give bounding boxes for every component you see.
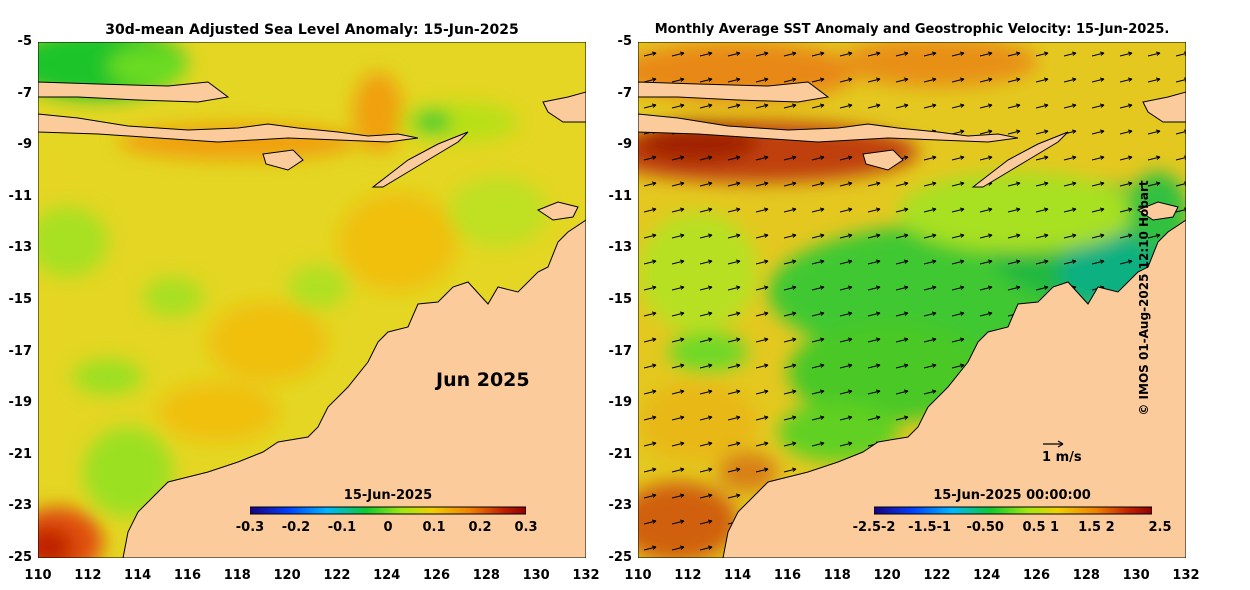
longitude-tick: 110 xyxy=(624,568,652,583)
longitude-tick: 128 xyxy=(472,568,500,583)
longitude-tick: 124 xyxy=(973,568,1001,583)
latitude-tick: -5 xyxy=(617,34,632,49)
latitude-tick: -9 xyxy=(617,137,632,153)
longitude-tick: 130 xyxy=(1122,568,1150,583)
papua-coast xyxy=(542,91,586,123)
latitude-tick: -11 xyxy=(8,188,33,204)
colorbar-tick: 0.2 xyxy=(468,520,492,535)
longitude-tick: 110 xyxy=(24,568,52,583)
longitude-tick: 120 xyxy=(273,568,301,583)
colorbar-tick: 2.5 xyxy=(1148,520,1172,535)
australia-landmass-right xyxy=(722,219,1186,558)
melville-island xyxy=(536,201,579,221)
colorbar-tick: 0.1 xyxy=(422,520,446,535)
indonesian-islands-right xyxy=(638,113,1019,143)
latitude-tick: -17 xyxy=(608,343,633,359)
longitude-tick: 114 xyxy=(124,568,152,583)
latitude-tick: -23 xyxy=(8,498,33,514)
left-colorbar-date: 15-Jun-2025 xyxy=(343,488,433,503)
latitude-tick: -5 xyxy=(17,34,32,49)
longitude-tick: 116 xyxy=(173,568,202,583)
longitude-tick: 122 xyxy=(323,568,351,583)
left-colorbar xyxy=(250,506,526,515)
left-map-title: 30d-mean Adjusted Sea Level Anomaly: 15-… xyxy=(105,22,519,38)
longitude-tick: 114 xyxy=(724,568,752,583)
longitude-tick: 120 xyxy=(873,568,901,583)
sumba-island xyxy=(262,149,304,171)
latitude-tick: -7 xyxy=(17,85,32,101)
latitude-tick: -25 xyxy=(608,550,633,565)
kalimantan-coast xyxy=(38,81,230,103)
right-colorbar-date: 15-Jun-2025 00:00:00 xyxy=(933,488,1091,503)
latitude-tick: -15 xyxy=(608,292,633,307)
colorbar-tick: 0.5 1 xyxy=(1022,520,1060,535)
latitude-tick: -13 xyxy=(608,240,633,256)
timor-island xyxy=(371,131,469,188)
colorbar-tick: -0.3 xyxy=(235,520,265,535)
latitude-tick: -7 xyxy=(617,85,632,101)
sea-level-anomaly-map: Jun 2025 xyxy=(38,42,586,558)
longitude-tick: 126 xyxy=(1022,568,1051,583)
colorbar-tick: -0.50 xyxy=(966,520,1004,535)
indonesian-islands xyxy=(38,113,419,143)
australia-landmass xyxy=(122,219,586,558)
sla-anomaly-patches xyxy=(38,42,548,558)
longitude-tick: 132 xyxy=(1172,568,1200,583)
latitude-tick: -9 xyxy=(17,137,32,153)
latitude-tick: -19 xyxy=(8,395,33,411)
kalimantan-coast-right xyxy=(638,81,830,103)
velocity-scale-label: 1 m/s xyxy=(1042,450,1082,465)
latitude-tick: -15 xyxy=(8,292,33,307)
melville-island-right xyxy=(1136,201,1179,221)
latitude-tick: -21 xyxy=(8,446,33,462)
colorbar-tick: -1.5-1 xyxy=(908,520,952,535)
latitude-tick: -13 xyxy=(8,240,33,256)
colorbar-tick: -0.2 xyxy=(281,520,311,535)
latitude-tick: -11 xyxy=(608,188,633,204)
latitude-tick: -23 xyxy=(608,498,633,514)
longitude-tick: 132 xyxy=(572,568,600,583)
longitude-tick: 116 xyxy=(773,568,802,583)
latitude-tick: -25 xyxy=(8,550,33,565)
colorbar-tick: 0 xyxy=(383,520,393,535)
longitude-tick: 122 xyxy=(923,568,951,583)
colorbar-tick: 0.3 xyxy=(514,520,538,535)
imos-credit: © IMOS 01-Aug-2025 12:10 Hobart xyxy=(1137,180,1151,416)
sst-anomaly-velocity-map: 1 m/s xyxy=(638,42,1186,558)
sumba-island-right xyxy=(862,149,904,171)
month-label: Jun 2025 xyxy=(434,369,530,391)
longitude-tick: 112 xyxy=(74,568,102,583)
latitude-tick: -19 xyxy=(608,395,633,411)
colorbar-tick: -2.5-2 xyxy=(852,520,896,535)
right-colorbar xyxy=(874,506,1152,515)
longitude-tick: 112 xyxy=(674,568,702,583)
longitude-tick: 118 xyxy=(223,568,251,583)
latitude-tick: -17 xyxy=(8,343,33,359)
longitude-tick: 128 xyxy=(1072,568,1100,583)
longitude-tick: 124 xyxy=(373,568,401,583)
latitude-tick: -21 xyxy=(608,446,633,462)
longitude-tick: 126 xyxy=(422,568,451,583)
longitude-tick: 130 xyxy=(522,568,550,583)
colorbar-tick: -0.1 xyxy=(327,520,357,535)
right-map-title: Monthly Average SST Anomaly and Geostrop… xyxy=(654,22,1170,37)
timor-island-right xyxy=(971,131,1069,188)
longitude-tick: 118 xyxy=(823,568,851,583)
colorbar-tick: 1.5 2 xyxy=(1078,520,1115,535)
papua-coast-right xyxy=(1142,91,1186,123)
